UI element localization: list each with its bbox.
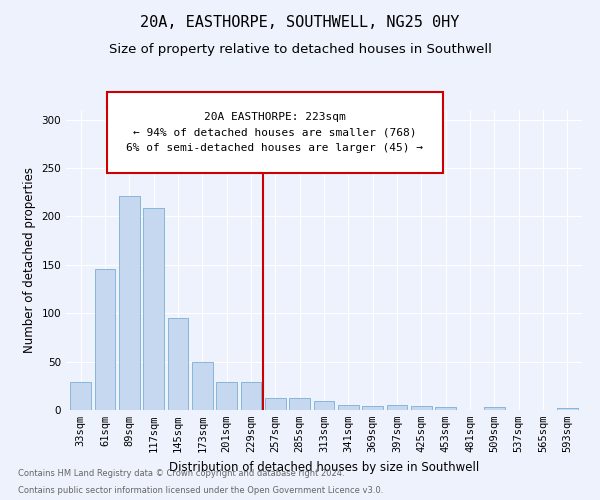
- Bar: [95, 268, 115, 410]
- Bar: [338, 405, 359, 410]
- Text: Size of property relative to detached houses in Southwell: Size of property relative to detached ho…: [109, 42, 491, 56]
- Bar: [192, 362, 212, 410]
- Y-axis label: Number of detached properties: Number of detached properties: [23, 167, 36, 353]
- FancyBboxPatch shape: [107, 92, 443, 173]
- Bar: [411, 406, 432, 410]
- Bar: [484, 407, 505, 410]
- Bar: [289, 398, 310, 410]
- Text: 20A EASTHORPE: 223sqm
← 94% of detached houses are smaller (768)
6% of semi-deta: 20A EASTHORPE: 223sqm ← 94% of detached …: [127, 112, 424, 153]
- Bar: [265, 398, 286, 410]
- Bar: [119, 196, 140, 410]
- Bar: [241, 382, 262, 410]
- Text: Contains public sector information licensed under the Open Government Licence v3: Contains public sector information licen…: [18, 486, 383, 495]
- Bar: [167, 318, 188, 410]
- Bar: [362, 406, 383, 410]
- X-axis label: Distribution of detached houses by size in Southwell: Distribution of detached houses by size …: [169, 460, 479, 473]
- Bar: [70, 382, 91, 410]
- Text: 20A, EASTHORPE, SOUTHWELL, NG25 0HY: 20A, EASTHORPE, SOUTHWELL, NG25 0HY: [140, 15, 460, 30]
- Text: Contains HM Land Registry data © Crown copyright and database right 2024.: Contains HM Land Registry data © Crown c…: [18, 468, 344, 477]
- Bar: [216, 382, 237, 410]
- Bar: [143, 208, 164, 410]
- Bar: [436, 407, 456, 410]
- Bar: [557, 408, 578, 410]
- Bar: [314, 402, 334, 410]
- Bar: [386, 405, 407, 410]
